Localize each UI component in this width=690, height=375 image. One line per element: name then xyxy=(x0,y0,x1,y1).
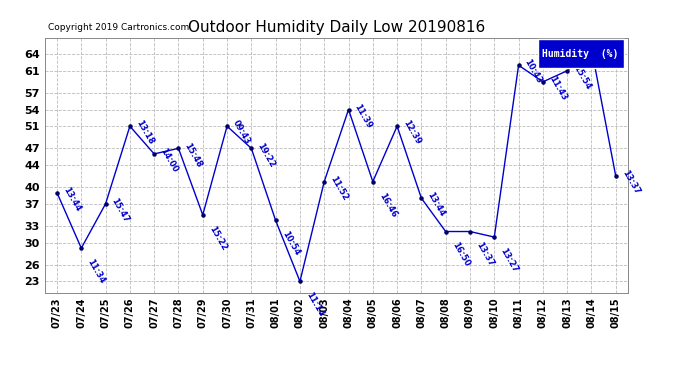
Text: 13:44: 13:44 xyxy=(61,186,82,213)
FancyBboxPatch shape xyxy=(538,39,624,68)
Text: Copyright 2019 Cartronics.com: Copyright 2019 Cartronics.com xyxy=(48,23,189,32)
Point xyxy=(513,62,524,68)
Text: 14:00: 14:00 xyxy=(158,147,179,174)
Text: 13:18: 13:18 xyxy=(134,119,155,147)
Point xyxy=(76,245,87,251)
Point xyxy=(52,190,63,196)
Text: 13:44: 13:44 xyxy=(426,191,446,219)
Point xyxy=(100,201,111,207)
Point xyxy=(124,123,135,129)
Text: 10:54: 10:54 xyxy=(280,230,301,258)
Point xyxy=(586,46,597,52)
Point xyxy=(319,178,330,184)
Text: 11:43: 11:43 xyxy=(547,75,568,102)
Text: 16:50: 16:50 xyxy=(450,241,471,268)
Text: 15:22: 15:22 xyxy=(207,224,228,252)
Text: 15:54: 15:54 xyxy=(571,63,593,91)
Point xyxy=(464,228,475,234)
Text: 10:43: 10:43 xyxy=(523,58,544,86)
Text: 09:43: 09:43 xyxy=(231,119,253,146)
Point xyxy=(538,79,549,85)
Text: 15:47: 15:47 xyxy=(110,196,131,224)
Point xyxy=(416,195,427,201)
Text: 13:37: 13:37 xyxy=(620,169,641,196)
Point xyxy=(392,123,403,129)
Point xyxy=(148,151,159,157)
Point xyxy=(221,123,233,129)
Text: 15:48: 15:48 xyxy=(183,141,204,169)
Text: 11:14: 11:14 xyxy=(304,291,325,319)
Text: 13:37: 13:37 xyxy=(474,241,495,268)
Text: 19:22: 19:22 xyxy=(255,141,277,169)
Point xyxy=(270,217,281,223)
Point xyxy=(197,212,208,218)
Point xyxy=(295,278,306,284)
Text: 12:39: 12:39 xyxy=(402,119,422,147)
Text: 11:39: 11:39 xyxy=(353,102,374,130)
Point xyxy=(343,106,354,112)
Point xyxy=(173,146,184,152)
Text: Humidity  (%): Humidity (%) xyxy=(542,48,619,58)
Text: 13:27: 13:27 xyxy=(498,246,520,274)
Point xyxy=(562,68,573,74)
Text: 16:46: 16:46 xyxy=(377,191,398,219)
Point xyxy=(440,228,451,234)
Point xyxy=(489,234,500,240)
Point xyxy=(367,178,378,184)
Point xyxy=(246,146,257,152)
Text: 11:52: 11:52 xyxy=(328,174,350,202)
Text: 11:34: 11:34 xyxy=(86,258,107,285)
Title: Outdoor Humidity Daily Low 20190816: Outdoor Humidity Daily Low 20190816 xyxy=(188,20,485,35)
Point xyxy=(610,173,621,179)
